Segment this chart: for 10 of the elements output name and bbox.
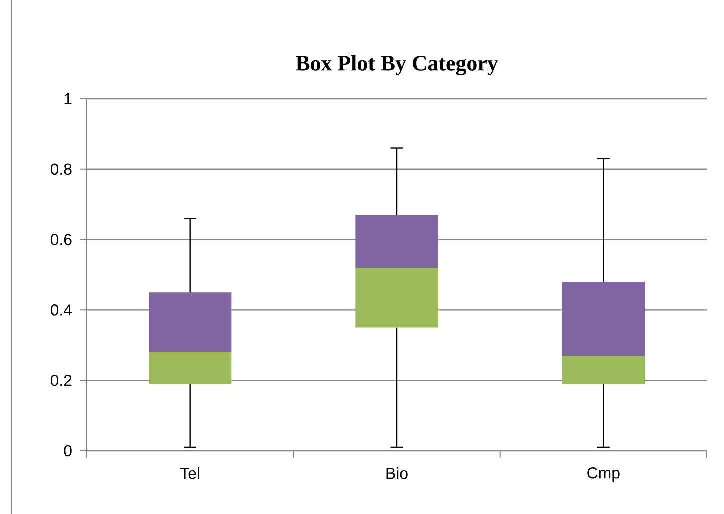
y-tick-label: 0.4 [50, 304, 72, 316]
x-tick-label: Cmp [588, 468, 620, 482]
chart-title: Box Plot By Category [296, 55, 498, 76]
y-tick-label: 0.6 [50, 234, 72, 246]
y-tick-label: 0.8 [50, 164, 72, 176]
y-tick-label: 0.2 [50, 374, 72, 386]
y-tick-label: 0 [64, 445, 72, 457]
x-tick-label: Bio [386, 468, 408, 480]
y-tick-label: 1 [64, 94, 72, 104]
x-tick-label: Tel [180, 468, 200, 480]
